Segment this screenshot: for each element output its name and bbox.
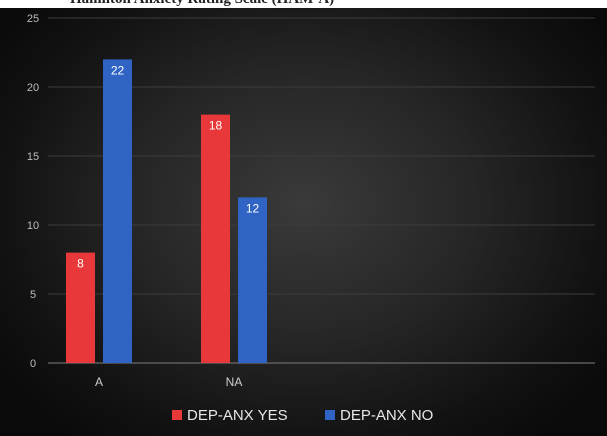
bar: [103, 59, 132, 364]
y-tick-label: 25: [27, 13, 39, 25]
category-label: NA: [226, 375, 243, 389]
category-label: A: [95, 375, 103, 389]
legend-label: DEP-ANX NO: [340, 407, 433, 424]
chart-title-cropped: Hamilton Anxiety Rating Scale (HAM-A): [0, 0, 607, 8]
bar-chart: 0 5 10 15 20 25 8 22 A 18 12 NA DEP-ANX YES DEP-ANX N…: [27, 13, 595, 424]
legend-swatch: [325, 410, 335, 420]
y-tick-label: 10: [27, 220, 39, 232]
data-label: 22: [111, 63, 125, 77]
chart-area: 0 5 10 15 20 25 8 22 A 18 12 NA DEP-ANX YES DEP-ANX N…: [0, 8, 607, 436]
data-label: 18: [209, 119, 223, 133]
legend-label: DEP-ANX YES: [187, 407, 288, 424]
chart-title: Hamilton Anxiety Rating Scale (HAM-A): [70, 0, 334, 8]
y-tick-label: 15: [27, 151, 39, 163]
bar: [238, 197, 267, 363]
legend-swatch: [172, 410, 182, 420]
y-tick-label: 0: [30, 358, 36, 370]
data-label: 8: [77, 257, 84, 271]
data-label: 12: [246, 201, 260, 215]
bar: [201, 114, 230, 363]
bar: [66, 252, 95, 363]
y-tick-label: 20: [27, 82, 39, 94]
y-tick-label: 5: [30, 289, 36, 301]
